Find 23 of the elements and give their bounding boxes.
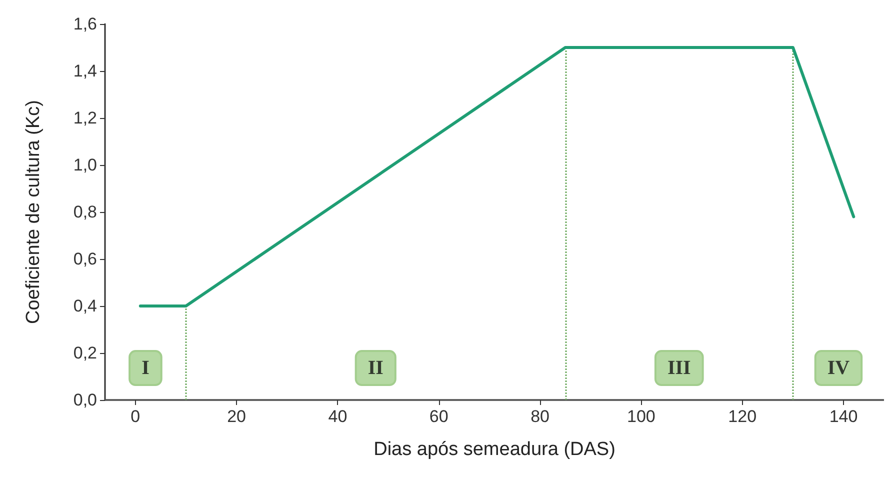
x-tick-label: 20 bbox=[227, 407, 246, 426]
x-tick-label: 0 bbox=[130, 407, 140, 426]
x-tick-label: 100 bbox=[627, 407, 656, 426]
annotation: I bbox=[142, 357, 150, 380]
y-tick-label: 0,8 bbox=[73, 202, 97, 222]
x-tick-label: 40 bbox=[328, 407, 348, 426]
annotation: IV bbox=[827, 357, 850, 380]
y-tick-label: 0,6 bbox=[73, 250, 97, 268]
annotation: II bbox=[368, 357, 384, 380]
y-tick-label: 0,0 bbox=[73, 390, 97, 410]
x-tick-label: 60 bbox=[429, 407, 448, 426]
x-axis-title: Dias após semeadura (DAS) bbox=[374, 439, 616, 460]
y-tick-label: 1,2 bbox=[73, 108, 97, 128]
y-tick-label: 1,6 bbox=[73, 14, 97, 34]
y-tick-label: 1,0 bbox=[73, 156, 97, 174]
y-tick-label: 0,2 bbox=[73, 344, 97, 362]
y-tick-label: 1,4 bbox=[73, 62, 97, 80]
annotation: III bbox=[667, 357, 692, 380]
x-tick-label: 140 bbox=[829, 407, 858, 426]
x-tick-label: 80 bbox=[530, 407, 550, 426]
y-tick-label: 0,4 bbox=[73, 296, 97, 316]
x-tick-label: 120 bbox=[728, 407, 757, 426]
y-axis-title: Coeficiente de cultura (Kc) bbox=[23, 100, 44, 324]
